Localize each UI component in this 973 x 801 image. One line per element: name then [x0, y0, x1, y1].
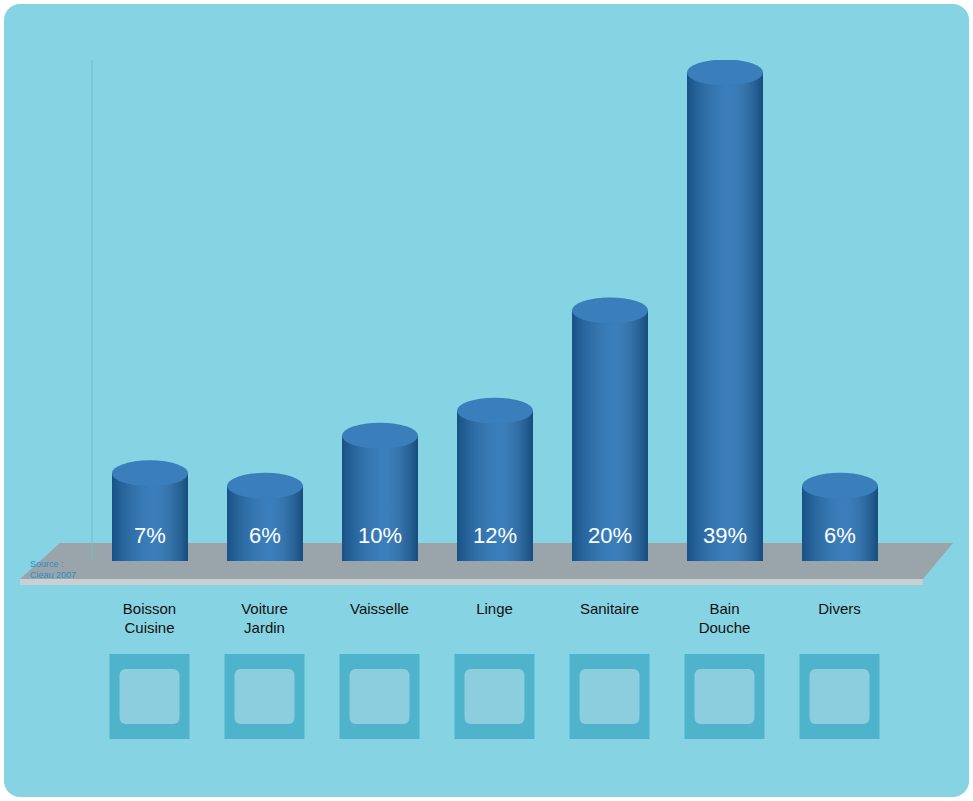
svg-text:6%: 6%	[249, 523, 281, 548]
svg-text:Sanitaire: Sanitaire	[580, 600, 639, 617]
svg-text:12%: 12%	[473, 523, 517, 548]
svg-text:Bain: Bain	[709, 600, 739, 617]
svg-text:Divers: Divers	[818, 600, 861, 617]
html-text:Source : Cieau 2007: Source : Cieau 2007	[30, 559, 76, 580]
svg-text:39%: 39%	[703, 523, 747, 548]
svg-text:Boisson: Boisson	[123, 600, 176, 617]
svg-text:20%: 20%	[588, 523, 632, 548]
svg-text:7%: 7%	[134, 523, 166, 548]
svg-text:Linge: Linge	[476, 600, 513, 617]
svg-text:Voiture: Voiture	[241, 600, 288, 617]
svg-text:10%: 10%	[358, 523, 402, 548]
svg-text:Vaisselle: Vaisselle	[350, 600, 409, 617]
svg-text:Douche: Douche	[699, 619, 751, 636]
svg-text:Jardin: Jardin	[244, 619, 285, 636]
svg-text:Cuisine: Cuisine	[124, 619, 174, 636]
svg-text:6%: 6%	[824, 523, 856, 548]
